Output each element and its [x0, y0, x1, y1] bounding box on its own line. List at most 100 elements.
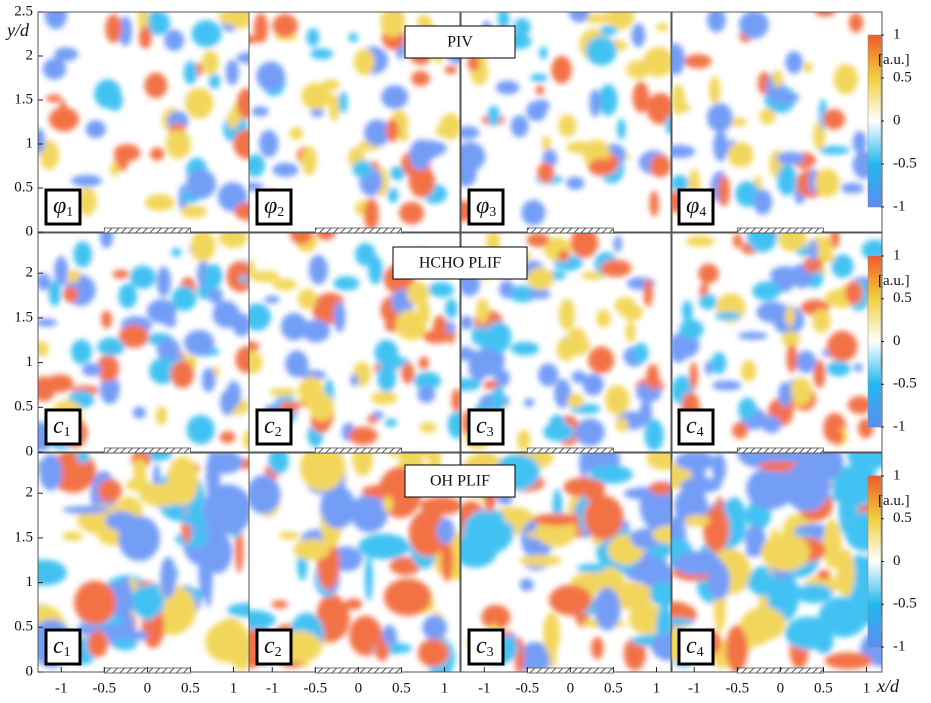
- field-blob: [543, 422, 575, 442]
- field-blob: [706, 103, 733, 132]
- field-blob: [712, 380, 742, 391]
- field-blob: [74, 580, 117, 625]
- field-blob: [38, 559, 67, 586]
- field-blob: [310, 107, 324, 118]
- field-blobs: [249, 453, 460, 672]
- field-blob: [588, 158, 617, 176]
- field-blobs: [671, 12, 882, 215]
- colorbar-tick-label: 1: [893, 247, 901, 263]
- field-blob: [772, 69, 784, 88]
- field-blob: [218, 233, 248, 249]
- field-blob: [184, 87, 214, 119]
- field-blob: [532, 513, 581, 526]
- y-tick-label: 2: [26, 485, 34, 501]
- field-blob: [350, 494, 388, 533]
- field-blob: [118, 283, 138, 309]
- field-blob: [718, 175, 730, 207]
- colorbar-tick-label: 0: [893, 112, 901, 128]
- nozzle: [736, 447, 824, 454]
- panel-symbol: c: [53, 413, 64, 439]
- field-blob: [408, 166, 436, 198]
- row-title: PIV: [447, 34, 473, 51]
- field-blob: [226, 261, 249, 292]
- field-blob: [73, 241, 92, 268]
- field-blob: [97, 479, 122, 503]
- field-blob: [708, 561, 731, 600]
- colorbar-tick-label: -1: [893, 638, 906, 654]
- y-tick-label: 0: [26, 223, 34, 239]
- y-tick-label: 0.5: [14, 179, 33, 195]
- field-blob: [301, 82, 332, 110]
- colorbar-tick-label: 1: [893, 467, 901, 483]
- field-blob: [100, 374, 120, 405]
- field-blob: [417, 385, 436, 404]
- field-blob: [554, 378, 571, 408]
- field-blob: [38, 273, 51, 291]
- field-blob: [301, 146, 318, 176]
- field-blob: [524, 398, 535, 408]
- panel-label-box: [677, 408, 715, 446]
- field-blob: [249, 270, 280, 283]
- field-blob: [249, 350, 263, 375]
- field-blob: [510, 115, 529, 138]
- x-tick-label: 1: [230, 680, 238, 696]
- y-tick-label: 0.5: [14, 619, 33, 635]
- panel-subscript: 3: [489, 205, 496, 220]
- field-blob: [227, 12, 249, 29]
- field-blob: [259, 129, 279, 158]
- field-blob: [539, 46, 548, 60]
- nozzle: [314, 227, 402, 234]
- field-blob: [685, 235, 716, 247]
- field-blob: [97, 337, 125, 357]
- field-blob: [646, 92, 672, 125]
- field-blob: [186, 414, 215, 445]
- field-blob: [616, 118, 626, 140]
- y-tick-label: 1: [26, 354, 34, 370]
- field-blob: [848, 12, 864, 33]
- field-blob: [847, 395, 873, 415]
- field-blob: [191, 20, 222, 48]
- field-blob: [776, 151, 805, 165]
- field-blob: [740, 360, 757, 382]
- field-blob: [164, 29, 185, 51]
- field-blob: [249, 303, 271, 331]
- field-blob: [289, 126, 304, 141]
- field-blob: [739, 12, 769, 39]
- field-blob: [575, 418, 605, 447]
- field-blob: [598, 84, 618, 116]
- field: [671, 233, 882, 446]
- field-blob: [165, 129, 192, 159]
- field-blob: [513, 18, 531, 37]
- field-blob: [219, 431, 236, 444]
- x-tick-label: 1: [653, 680, 661, 696]
- field-blob: [519, 578, 534, 592]
- field-blob: [322, 79, 340, 91]
- field-blob: [225, 59, 239, 86]
- field-blob: [38, 318, 58, 327]
- x-tick-label: -1: [688, 680, 701, 696]
- field-blob: [299, 453, 346, 492]
- field-blob: [596, 309, 611, 328]
- field-blob: [646, 453, 672, 471]
- panel-label-box: [467, 628, 505, 666]
- field-blob: [419, 422, 438, 433]
- field-blob: [814, 168, 840, 198]
- field-blob: [62, 505, 110, 514]
- field-blob: [54, 256, 68, 286]
- field-blob: [44, 12, 68, 30]
- colorbar-tick-label: -0.5: [893, 155, 917, 171]
- field-blob: [118, 324, 149, 348]
- field-blob: [643, 278, 653, 308]
- field-blob: [521, 199, 546, 226]
- x-tick-label: 0.5: [392, 680, 411, 696]
- field-blob: [190, 233, 216, 262]
- field-blob: [740, 607, 786, 641]
- field-blob: [348, 426, 378, 445]
- field-blob: [781, 330, 801, 347]
- field-blob: [582, 373, 604, 396]
- y-tick-label: 2: [26, 265, 34, 281]
- field-blob: [133, 457, 147, 488]
- field-blob: [615, 417, 629, 432]
- field-blob: [38, 128, 46, 154]
- field-blob: [382, 496, 394, 513]
